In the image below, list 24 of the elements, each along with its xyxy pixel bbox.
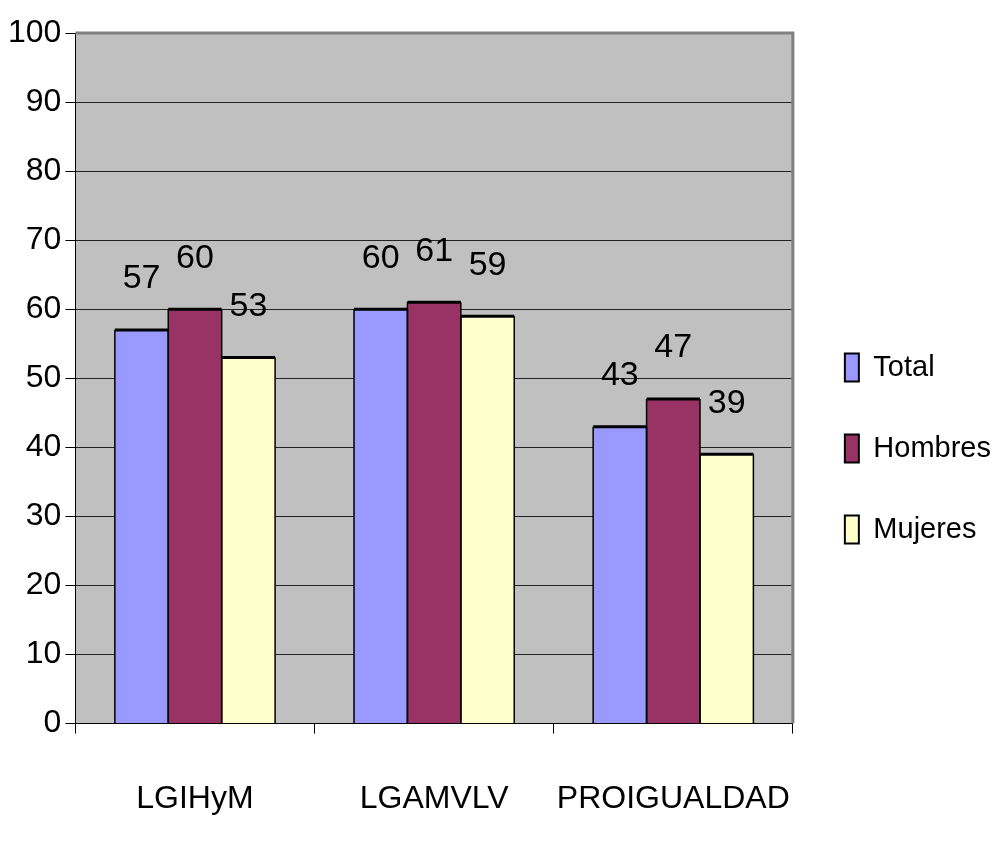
y-tick-label: 0 [43, 703, 62, 740]
data-label: 47 [654, 326, 693, 365]
data-label: 60 [176, 236, 214, 275]
y-tick-label: 60 [25, 289, 62, 326]
data-label: 39 [707, 381, 746, 420]
y-tick-label: 50 [25, 358, 62, 395]
legend-label: Mujeres [873, 511, 977, 544]
x-tick-label: PROIGUALDAD [556, 778, 790, 815]
data-label: 61 [415, 229, 454, 268]
y-tick-label: 20 [25, 565, 62, 602]
y-tick-label: 90 [25, 81, 62, 118]
y-tick-label: 30 [25, 496, 62, 533]
y-tick-label: 100 [8, 12, 62, 49]
y-tick-label: 80 [25, 150, 62, 187]
data-label: 59 [468, 243, 507, 282]
legend-label: Total [873, 349, 935, 382]
y-tick-label: 70 [25, 220, 62, 257]
data-label: 57 [122, 257, 161, 296]
y-tick-label: 10 [25, 634, 62, 671]
data-label: 60 [361, 236, 400, 275]
x-tick-label: LGIHyM [136, 778, 254, 815]
x-tick-label: LGAMVLV [359, 778, 510, 815]
y-tick-label: 40 [25, 427, 62, 464]
legend-label: Hombres [873, 430, 992, 463]
